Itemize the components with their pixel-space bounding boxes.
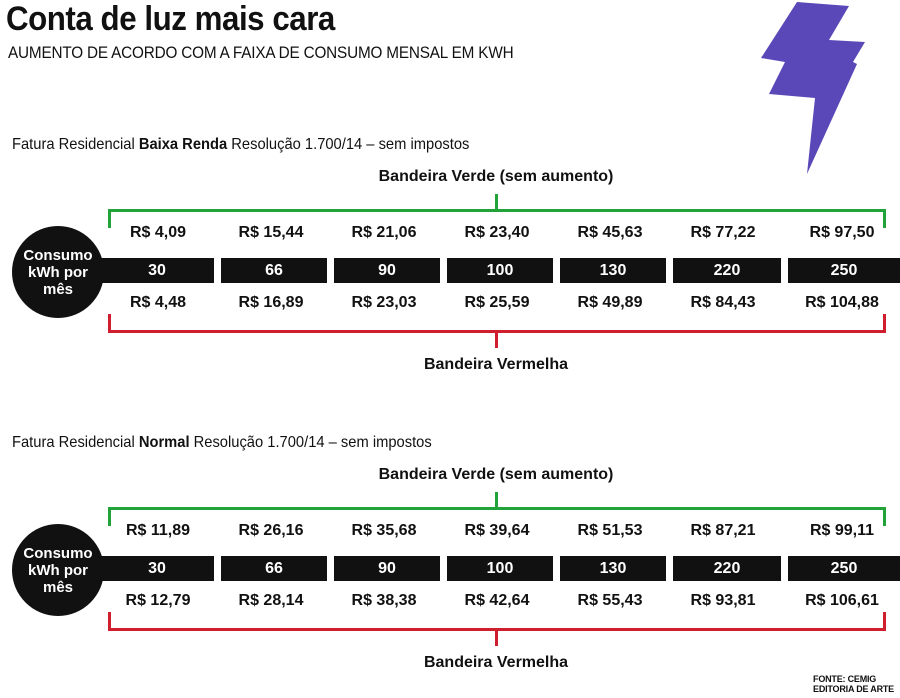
section-normal: Fatura Residencial Normal Resolução 1.70… <box>0 430 900 690</box>
consumption-band: 90 <box>334 258 440 283</box>
green-bracket <box>108 507 886 526</box>
consumo-label-line: kWh por <box>28 561 88 579</box>
green-price: R$ 11,89 <box>125 522 191 539</box>
red-bracket <box>108 314 886 333</box>
green-price: R$ 26,16 <box>238 522 304 539</box>
art-credit: EDITORIA DE ARTE <box>813 684 894 694</box>
red-bracket <box>108 612 886 631</box>
green-price: R$ 45,63 <box>577 224 643 241</box>
green-bracket-tick <box>495 492 498 508</box>
red-bracket-tick <box>495 630 498 646</box>
red-price: R$ 42,64 <box>464 592 530 609</box>
consumo-badge: Consumo kWh por mês <box>12 226 104 318</box>
red-price: R$ 12,79 <box>125 592 191 609</box>
red-flag-label: Bandeira Vermelha <box>423 654 569 671</box>
consumption-band: 100 <box>447 556 553 581</box>
caption-text: Resolução 1.700/14 – sem impostos <box>227 136 470 153</box>
green-price: R$ 35,68 <box>351 522 417 539</box>
consumo-label-line: Consumo <box>23 246 93 264</box>
consumption-band: 90 <box>334 556 440 581</box>
green-price: R$ 39,64 <box>464 522 530 539</box>
red-price: R$ 25,59 <box>464 294 530 311</box>
red-flag-label: Bandeira Vermelha <box>423 356 569 373</box>
consumption-band: 250 <box>788 556 900 581</box>
lightning-bolt-icon <box>761 2 865 174</box>
credits: FONTE: CEMIG EDITORIA DE ARTE <box>813 674 894 694</box>
consumo-label-line: mês <box>42 280 74 298</box>
green-price: R$ 77,22 <box>690 224 756 241</box>
green-bracket-tick <box>495 194 498 210</box>
page-subtitle: AUMENTO DE ACORDO COM A FAIXA DE CONSUMO… <box>8 43 514 62</box>
consumption-band: 220 <box>673 556 781 581</box>
source-credit: FONTE: CEMIG <box>813 674 877 684</box>
consumption-band: 100 <box>447 258 553 283</box>
red-price: R$ 4,48 <box>129 294 187 311</box>
caption-text: Fatura Residencial <box>12 434 139 451</box>
consumption-band: 220 <box>673 258 781 283</box>
green-price: R$ 4,09 <box>129 224 187 241</box>
green-price: R$ 97,50 <box>809 224 875 241</box>
consumo-label-line: mês <box>42 578 74 596</box>
page-title: Conta de luz mais cara <box>6 0 335 38</box>
consumo-label-line: kWh por <box>28 263 88 281</box>
consumption-band: 66 <box>221 258 327 283</box>
caption-text: Fatura Residencial <box>12 136 139 153</box>
consumption-band: 250 <box>788 258 900 283</box>
green-bracket <box>108 209 886 228</box>
section-caption: Fatura Residencial Baixa Renda Resolução… <box>12 136 469 154</box>
consumption-band: 30 <box>100 556 214 581</box>
green-price: R$ 21,06 <box>351 224 417 241</box>
red-price: R$ 106,61 <box>805 592 879 609</box>
consumption-band: 30 <box>100 258 214 283</box>
green-price: R$ 87,21 <box>690 522 756 539</box>
green-price: R$ 23,40 <box>464 224 530 241</box>
red-price: R$ 28,14 <box>238 592 304 609</box>
consumo-label-line: Consumo <box>23 544 93 562</box>
green-flag-label: Bandeira Verde (sem aumento) <box>378 168 614 185</box>
section-caption: Fatura Residencial Normal Resolução 1.70… <box>12 434 432 452</box>
red-price: R$ 38,38 <box>351 592 417 609</box>
caption-text: Resolução 1.700/14 – sem impostos <box>189 434 432 451</box>
green-price: R$ 51,53 <box>577 522 643 539</box>
green-flag-label: Bandeira Verde (sem aumento) <box>378 466 614 483</box>
red-price: R$ 104,88 <box>805 294 879 311</box>
red-price: R$ 84,43 <box>690 294 756 311</box>
green-price: R$ 15,44 <box>238 224 304 241</box>
consumption-band: 66 <box>221 556 327 581</box>
consumo-badge: Consumo kWh por mês <box>12 524 104 616</box>
red-price: R$ 23,03 <box>351 294 417 311</box>
consumption-band: 130 <box>560 556 666 581</box>
section-baixa-renda: Fatura Residencial Baixa Renda Resolução… <box>0 132 900 392</box>
red-price: R$ 49,89 <box>577 294 643 311</box>
caption-bold: Baixa Renda <box>138 136 228 153</box>
caption-bold: Normal <box>138 434 190 451</box>
red-price: R$ 16,89 <box>238 294 304 311</box>
red-price: R$ 55,43 <box>577 592 643 609</box>
red-price: R$ 93,81 <box>690 592 756 609</box>
consumption-band: 130 <box>560 258 666 283</box>
green-price: R$ 99,11 <box>809 522 875 539</box>
red-bracket-tick <box>495 332 498 348</box>
